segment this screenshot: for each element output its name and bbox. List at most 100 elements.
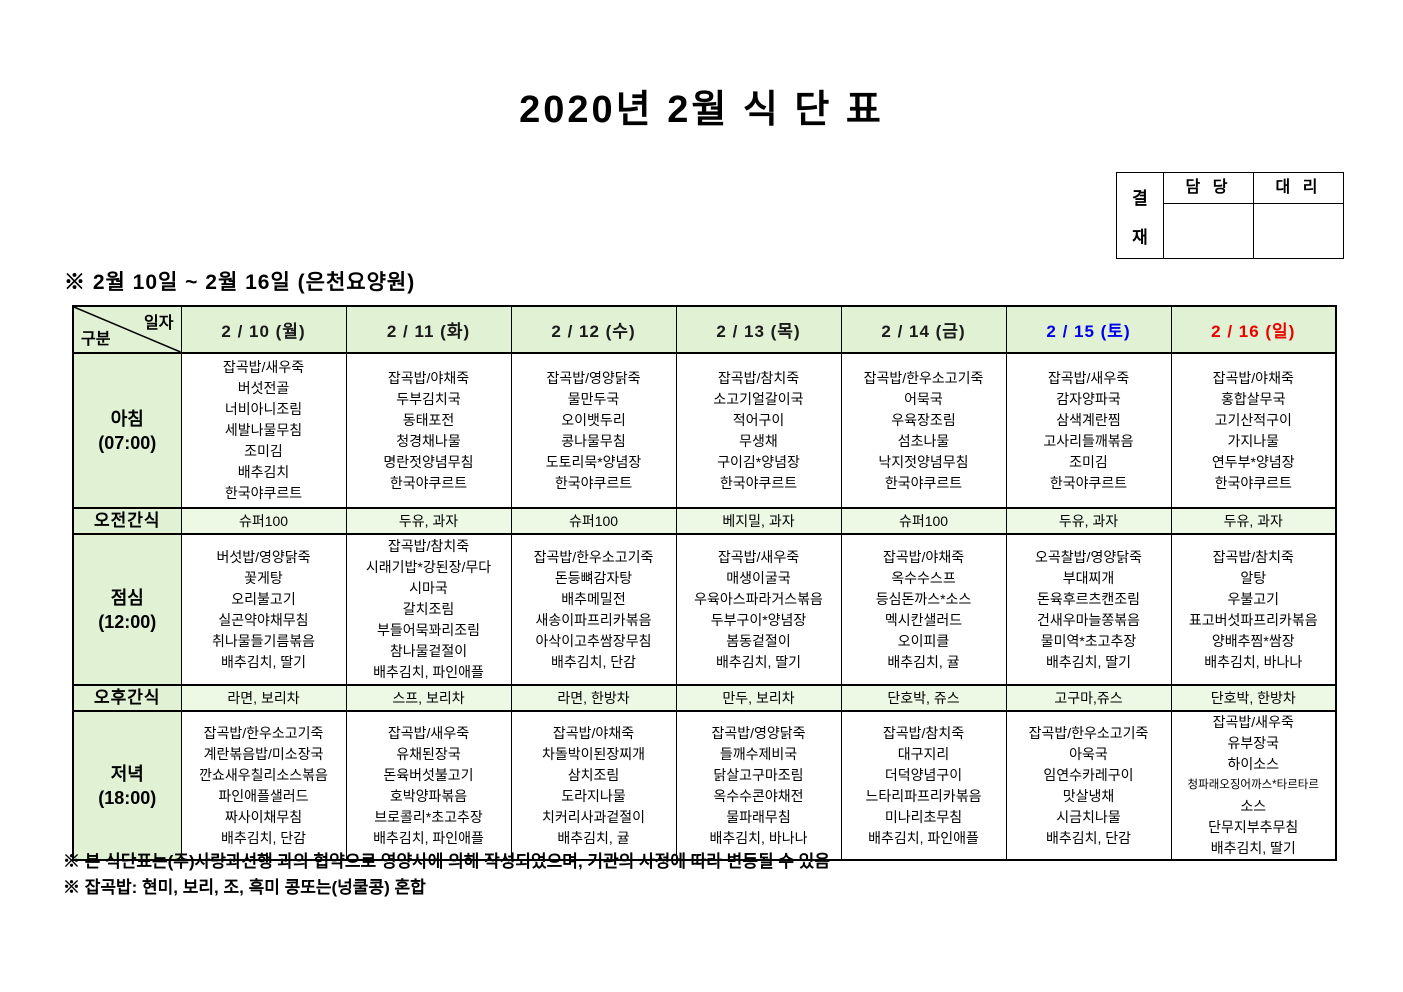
- menu-item: 너비아니조림: [224, 401, 303, 417]
- menu-cell: 잡곡밥/영양닭죽 들깨수제비국 닭살고구마조림 옥수수콘야채전 물파래무침 배추김치, 바…: [675, 710, 842, 861]
- menu-item: 파인애플샐러드: [218, 787, 309, 804]
- menu-item: 차돌박이된장찌개: [541, 745, 646, 762]
- menu-item: 새송이파프리카볶음: [535, 611, 652, 628]
- menu-item: 소고기얼갈이국: [713, 390, 804, 407]
- menu-item: 배추김치, 딸기: [1210, 840, 1296, 856]
- menu-item: 오이피클: [897, 632, 950, 649]
- menu-item: 잡곡밥/참치죽: [717, 369, 800, 386]
- menu-cell: 잡곡밥/새우죽 매생이굴국 우육아스파라거스볶음 두부구이*양념장 봄동겉절이 배추김치,…: [675, 533, 842, 686]
- snack-cell: 스프, 보리차: [345, 684, 512, 712]
- menu-item: 아욱국: [1069, 745, 1108, 762]
- menu-item: 물파래무침: [726, 808, 791, 825]
- menu-cell: 잡곡밥/참치죽 시래기밥*강된장/무다 시마국 갈치조림 부들어묵꽈리조림 참나물겉절이 배…: [345, 533, 512, 686]
- menu-cell: 잡곡밥/새우죽 유부장국 하이소스 청파래오징어까스*타르타르 소스 단무지부추무침 배추김…: [1170, 710, 1337, 861]
- menu-item: 배추김치, 귤: [887, 653, 960, 670]
- menu-item: 잡곡밥/참치죽: [387, 538, 470, 554]
- menu-item: 두부구이*양념장: [710, 611, 807, 628]
- menu-item: 깐쇼새우칠리소스볶음: [199, 766, 328, 783]
- menu-item: 계란볶음밥/미소장국: [203, 745, 324, 762]
- menu-item: 돈육후르츠캔조림: [1036, 590, 1141, 607]
- menu-item: 유채된장국: [396, 745, 461, 762]
- menu-cell: 잡곡밥/한우소고기죽 계란볶음밥/미소장국 깐쇼새우칠리소스볶음 파인애플샐러드 짜사이…: [180, 710, 347, 861]
- menu-item: 아삭이고추쌈장무침: [535, 632, 652, 649]
- approval-column-daeri: 대 리: [1253, 173, 1343, 258]
- menu-table: 일자 구분 2 / 10 (월) 2 / 11 (화) 2 / 12 (수) 2 / 13…: [72, 305, 1337, 861]
- corner-cell: 일자 구분: [72, 305, 182, 354]
- menu-item: 버섯밥/영양닭죽: [216, 548, 311, 565]
- menu-cell: 잡곡밥/한우소고기죽 아욱국 임연수카레구이 맛살냉채 시금치나물 배추김치, 단감: [1005, 710, 1172, 861]
- menu-cell: 잡곡밥/야채죽 두부김치국 동태포전 청경채나물 명란젓양념무침 한국야쿠르트: [345, 352, 512, 509]
- menu-item: 버섯전골: [237, 380, 290, 396]
- menu-item: 배추김치, 바나나: [709, 829, 808, 846]
- day-header-6: 2 / 15 (토): [1005, 305, 1172, 354]
- menu-item: 배추김치, 딸기: [1045, 653, 1132, 670]
- menu-item: 구이김*양념장: [717, 453, 800, 470]
- approval-header-damdang: 담 당: [1164, 173, 1253, 204]
- menu-item: 명란젓양념무침: [383, 453, 474, 470]
- menu-item: 낙지젓양념무침: [878, 453, 969, 470]
- day-header-4: 2 / 13 (목): [675, 305, 842, 354]
- snack-cell: 베지밀, 과자: [675, 507, 842, 535]
- menu-item: 배추김치, 귤: [557, 829, 630, 846]
- menu-item: 단무지부추무침: [1208, 819, 1299, 835]
- day-header-1: 2 / 10 (월): [180, 305, 347, 354]
- menu-item: 잡곡밥/야채죽: [882, 548, 965, 565]
- menu-item: 취나물들기름볶음: [211, 632, 316, 649]
- day-header-2: 2 / 11 (화): [345, 305, 512, 354]
- footer-note: ※ 본 식단표는(주)사랑과선행 과의 협약으로 영양사에 의해 작성되었으며,…: [63, 852, 830, 871]
- menu-item: 오곡찰밥/영양닭죽: [1035, 548, 1142, 565]
- menu-item: 멕시칸샐러드: [884, 611, 963, 628]
- page-title: 2020년 2월 식 단 표: [519, 89, 884, 131]
- menu-item: 잡곡밥/영양닭죽: [711, 724, 806, 741]
- snack-cell: 라면, 한방차: [510, 684, 677, 712]
- snack-cell: 두유, 과자: [1005, 507, 1172, 535]
- day-header-3: 2 / 12 (수): [510, 305, 677, 354]
- menu-item: 배추김치, 단감: [1045, 829, 1132, 846]
- menu-item: 잡곡밥/새우죽: [1212, 714, 1294, 730]
- menu-item: 닭살고구마조림: [713, 766, 804, 783]
- menu-cell: 잡곡밥/야채죽 차돌박이된장찌개 삼치조림 도라지나물 치커리사과겉절이 배추김치, 귤: [510, 710, 677, 861]
- menu-item: 물미역*초고추장: [1040, 632, 1137, 649]
- menu-item: 짜사이채무침: [224, 808, 303, 825]
- menu-item: 한국야쿠르트: [554, 474, 633, 491]
- menu-item: 홍합살무국: [1221, 390, 1286, 407]
- menu-item: 시금치나물: [1056, 808, 1121, 825]
- menu-item: 도토리묵*양념장: [545, 453, 642, 470]
- menu-item: 배추김치, 파인애플: [868, 829, 979, 846]
- menu-item: 잡곡밥/야채죽: [1212, 369, 1294, 386]
- menu-item: 부들어묵꽈리조림: [376, 622, 481, 638]
- menu-item: 우불고기: [1227, 590, 1280, 607]
- menu-item: 잡곡밥/한우소고기죽: [533, 548, 654, 565]
- row-label-2: 오전간식: [72, 507, 182, 535]
- menu-item: 무생채: [739, 432, 778, 449]
- menu-cell: 잡곡밥/새우죽 감자양파국 삼색계란찜 고사리들깨볶음 조미김 한국야쿠르트: [1005, 352, 1172, 509]
- snack-cell: 슈퍼100: [510, 507, 677, 535]
- footer-notes: ※ 본 식단표는(주)사랑과선행 과의 협약으로 영양사에 의해 작성되었으며,…: [63, 849, 830, 901]
- menu-item: 옥수수스프: [891, 569, 956, 586]
- row-label-4: 오후간식: [72, 684, 182, 712]
- menu-item: 배추메밀전: [561, 590, 626, 607]
- menu-cell: 잡곡밥/영양닭죽 물만두국 오이뱃두리 콩나물무침 도토리묵*양념장 한국야쿠르트: [510, 352, 677, 509]
- menu-item: 대구지리: [897, 745, 950, 762]
- menu-item: 조미김: [244, 443, 283, 459]
- menu-item: 오이뱃두리: [561, 411, 626, 428]
- menu-item: 배추김치: [237, 464, 290, 480]
- menu-item: 한국야쿠르트: [884, 474, 963, 491]
- menu-item: 한국야쿠르트: [224, 485, 303, 501]
- menu-item: 꽃게탕: [244, 569, 283, 586]
- menu-item: 우육장조림: [891, 411, 956, 428]
- menu-cell: 오곡찰밥/영양닭죽 부대찌개 돈육후르츠캔조림 건새우마늘쫑볶음 물미역*초고추장 배추김…: [1005, 533, 1172, 686]
- menu-item: 표고버섯파프리카볶음: [1188, 611, 1318, 628]
- menu-cell: 잡곡밥/야채죽 홍합살무국 고기산적구이 가지나물 연두부*양념장 한국야쿠르트: [1170, 352, 1337, 509]
- week-range-subtitle: ※ 2월 10일 ~ 2월 16일 (은천요양원): [64, 271, 416, 294]
- corner-category-label: 구분: [81, 331, 111, 348]
- menu-item: 청파래오징어까스*타르타르: [1187, 779, 1319, 791]
- menu-item: 삼치조림: [567, 766, 620, 783]
- menu-item: 고사리들깨볶음: [1043, 432, 1134, 449]
- menu-item: 더덕양념구이: [884, 766, 963, 783]
- menu-item: 두부김치국: [396, 390, 461, 407]
- day-header-7: 2 / 16 (일): [1170, 305, 1337, 354]
- menu-item: 섬초나물: [897, 432, 950, 449]
- menu-item: 호박양파볶음: [389, 787, 468, 804]
- row-label-5: 저녁 (18:00): [72, 710, 182, 861]
